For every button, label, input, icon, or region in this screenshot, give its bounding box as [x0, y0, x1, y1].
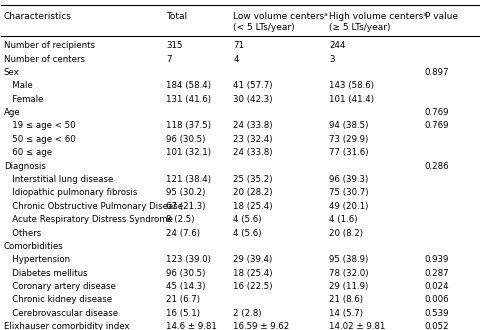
Text: 20 (8.2): 20 (8.2)	[328, 228, 362, 238]
Text: 71: 71	[233, 41, 244, 50]
Text: 30 (42.3): 30 (42.3)	[233, 95, 272, 104]
Text: 101 (41.4): 101 (41.4)	[328, 95, 373, 104]
Text: 16 (5.1): 16 (5.1)	[166, 309, 200, 318]
Text: 78 (32.0): 78 (32.0)	[328, 269, 368, 278]
Text: Diabetes mellitus: Diabetes mellitus	[4, 269, 87, 278]
Text: 3: 3	[328, 54, 334, 64]
Text: 49 (20.1): 49 (20.1)	[328, 202, 368, 211]
Text: 67 (21.3): 67 (21.3)	[166, 202, 205, 211]
Text: 29 (39.4): 29 (39.4)	[233, 255, 272, 264]
Text: 101 (32.1): 101 (32.1)	[166, 148, 211, 157]
Text: 24 (7.6): 24 (7.6)	[166, 228, 200, 238]
Text: 25 (35.2): 25 (35.2)	[233, 175, 272, 184]
Text: 96 (30.5): 96 (30.5)	[166, 135, 205, 144]
Text: 4 (1.6): 4 (1.6)	[328, 215, 357, 224]
Text: Hypertension: Hypertension	[4, 255, 70, 264]
Text: 0.052: 0.052	[424, 322, 448, 330]
Text: 123 (39.0): 123 (39.0)	[166, 255, 211, 264]
Text: 41 (57.7): 41 (57.7)	[233, 81, 272, 90]
Text: Comorbidities: Comorbidities	[4, 242, 63, 251]
Text: Low volume centersᵃ
(< 5 LTs/year): Low volume centersᵃ (< 5 LTs/year)	[233, 12, 327, 32]
Text: 0.287: 0.287	[424, 269, 448, 278]
Text: 24 (33.8): 24 (33.8)	[233, 148, 272, 157]
Text: 8 (2.5): 8 (2.5)	[166, 215, 194, 224]
Text: 7: 7	[166, 54, 171, 64]
Text: 0.006: 0.006	[424, 295, 448, 305]
Text: 0.939: 0.939	[424, 255, 448, 264]
Text: 0.769: 0.769	[424, 108, 448, 117]
Text: 4 (5.6): 4 (5.6)	[233, 215, 261, 224]
Text: Characteristics: Characteristics	[4, 12, 72, 21]
Text: 24 (33.8): 24 (33.8)	[233, 121, 272, 130]
Text: 60 ≤ age: 60 ≤ age	[4, 148, 52, 157]
Text: 45 (14.3): 45 (14.3)	[166, 282, 205, 291]
Text: 23 (32.4): 23 (32.4)	[233, 135, 272, 144]
Text: 95 (30.2): 95 (30.2)	[166, 188, 205, 197]
Text: 16 (22.5): 16 (22.5)	[233, 282, 272, 291]
Text: 0.024: 0.024	[424, 282, 448, 291]
Text: 0.539: 0.539	[424, 309, 448, 318]
Text: P value: P value	[424, 12, 457, 21]
Text: 315: 315	[166, 41, 182, 50]
Text: Others: Others	[4, 228, 41, 238]
Text: 0.286: 0.286	[424, 162, 448, 171]
Text: 0.769: 0.769	[424, 121, 448, 130]
Text: 18 (25.4): 18 (25.4)	[233, 269, 272, 278]
Text: 20 (28.2): 20 (28.2)	[233, 188, 272, 197]
Text: 131 (41.6): 131 (41.6)	[166, 95, 211, 104]
Text: 96 (30.5): 96 (30.5)	[166, 269, 205, 278]
Text: 184 (58.4): 184 (58.4)	[166, 81, 211, 90]
Text: Sex: Sex	[4, 68, 20, 77]
Text: 118 (37.5): 118 (37.5)	[166, 121, 211, 130]
Text: 19 ≤ age < 50: 19 ≤ age < 50	[4, 121, 75, 130]
Text: 14.6 ± 9.81: 14.6 ± 9.81	[166, 322, 217, 330]
Text: 121 (38.4): 121 (38.4)	[166, 175, 211, 184]
Text: Chronic Obstructive Pulmonary Disease: Chronic Obstructive Pulmonary Disease	[4, 202, 182, 211]
Text: 29 (11.9): 29 (11.9)	[328, 282, 368, 291]
Text: 94 (38.5): 94 (38.5)	[328, 121, 368, 130]
Text: 75 (30.7): 75 (30.7)	[328, 188, 368, 197]
Text: 21 (6.7): 21 (6.7)	[166, 295, 200, 305]
Text: Elixhauser comorbidity index: Elixhauser comorbidity index	[4, 322, 129, 330]
Text: 21 (8.6): 21 (8.6)	[328, 295, 362, 305]
Text: 143 (58.6): 143 (58.6)	[328, 81, 373, 90]
Text: 96 (39.3): 96 (39.3)	[328, 175, 368, 184]
Text: Number of recipients: Number of recipients	[4, 41, 95, 50]
Text: 2 (2.8): 2 (2.8)	[233, 309, 261, 318]
Text: 4: 4	[233, 54, 239, 64]
Text: 95 (38.9): 95 (38.9)	[328, 255, 368, 264]
Text: Male: Male	[4, 81, 33, 90]
Text: 73 (29.9): 73 (29.9)	[328, 135, 368, 144]
Text: Idiopathic pulmonary fibrosis: Idiopathic pulmonary fibrosis	[4, 188, 137, 197]
Text: Age: Age	[4, 108, 21, 117]
Text: Total: Total	[166, 12, 187, 21]
Text: 16.59 ± 9.62: 16.59 ± 9.62	[233, 322, 289, 330]
Text: 4 (5.6): 4 (5.6)	[233, 228, 261, 238]
Text: 77 (31.6): 77 (31.6)	[328, 148, 368, 157]
Text: 14.02 ± 9.81: 14.02 ± 9.81	[328, 322, 384, 330]
Text: Interstitial lung disease: Interstitial lung disease	[4, 175, 113, 184]
Text: Coronary artery disease: Coronary artery disease	[4, 282, 115, 291]
Text: Female: Female	[4, 95, 43, 104]
Text: Diagnosis: Diagnosis	[4, 162, 46, 171]
Text: High volume centersᵃ
(≥ 5 LTs/year): High volume centersᵃ (≥ 5 LTs/year)	[328, 12, 426, 32]
Text: Acute Respiratory Distress Syndrome: Acute Respiratory Distress Syndrome	[4, 215, 172, 224]
Text: 50 ≤ age < 60: 50 ≤ age < 60	[4, 135, 75, 144]
Text: Cerebrovascular disease: Cerebrovascular disease	[4, 309, 118, 318]
Text: 244: 244	[328, 41, 345, 50]
Text: 18 (25.4): 18 (25.4)	[233, 202, 272, 211]
Text: Chronic kidney disease: Chronic kidney disease	[4, 295, 112, 305]
Text: Number of centers: Number of centers	[4, 54, 84, 64]
Text: 14 (5.7): 14 (5.7)	[328, 309, 362, 318]
Text: 0.897: 0.897	[424, 68, 448, 77]
